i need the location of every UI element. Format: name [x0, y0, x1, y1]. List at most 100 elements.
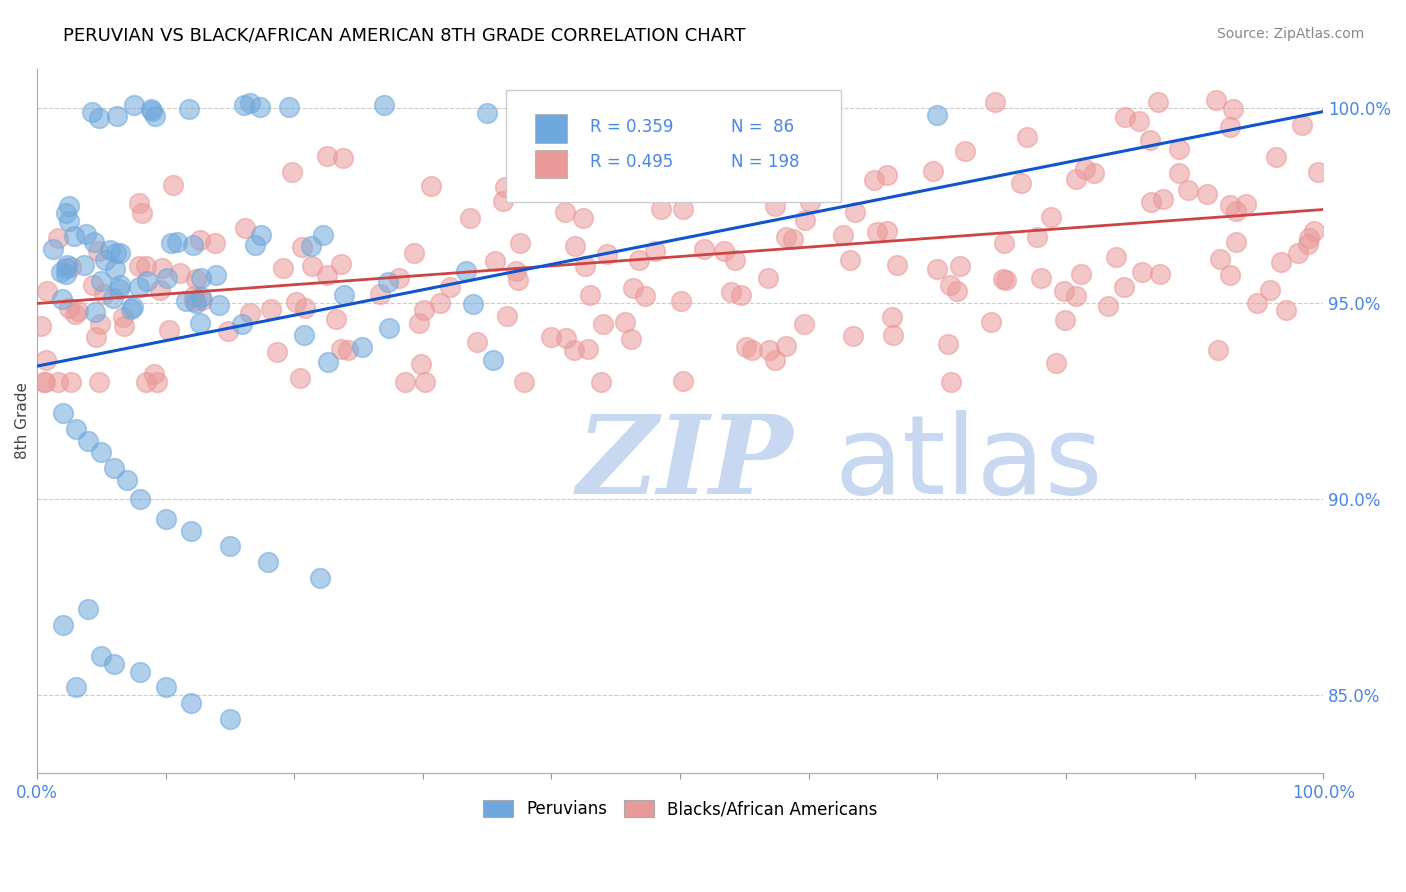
Point [758, 343, 780, 358]
Point [34, 375, 56, 389]
Point [1296, 237, 1319, 252]
Point [52, 617, 75, 632]
Point [669, 294, 692, 309]
Point [991, 272, 1014, 286]
Point [316, 149, 339, 163]
Point [80, 104, 103, 119]
Point [49, 265, 72, 279]
Point [484, 254, 506, 268]
Point [111, 310, 134, 325]
Point [953, 144, 976, 158]
Point [122, 300, 145, 314]
Point [90, 274, 112, 288]
Point [128, 665, 150, 679]
Point [562, 343, 585, 358]
Point [564, 238, 586, 252]
Point [73, 258, 96, 272]
Point [842, 329, 865, 343]
Point [429, 296, 451, 310]
Point [204, 268, 226, 282]
Point [1209, 252, 1232, 267]
Point [143, 368, 166, 382]
Point [46, 231, 69, 245]
Point [162, 178, 184, 193]
Point [578, 288, 600, 302]
Point [730, 288, 752, 302]
Point [177, 102, 200, 116]
Point [58, 199, 80, 213]
Point [794, 213, 817, 227]
Point [128, 196, 150, 211]
Point [32, 375, 55, 389]
Point [146, 375, 169, 389]
Point [65, 680, 87, 694]
Point [59, 260, 82, 274]
Point [844, 205, 866, 219]
Legend: Peruvians, Blacks/African Americans: Peruvians, Blacks/African Americans [477, 794, 884, 825]
Point [291, 240, 314, 254]
Point [876, 168, 898, 182]
Point [181, 238, 204, 252]
Point [208, 298, 231, 312]
Point [413, 375, 436, 389]
Point [83, 235, 105, 250]
Point [644, 130, 666, 145]
Point [886, 258, 908, 272]
Point [51, 292, 73, 306]
Point [250, 227, 273, 242]
Point [377, 275, 399, 289]
Text: atlas: atlas [834, 409, 1102, 516]
Point [941, 375, 963, 389]
Point [55, 261, 77, 276]
Point [316, 355, 339, 369]
Point [775, 339, 797, 353]
Point [309, 571, 332, 585]
Point [481, 352, 503, 367]
Point [1114, 280, 1136, 294]
Point [1219, 197, 1241, 211]
Point [266, 344, 288, 359]
Point [332, 151, 354, 165]
Point [93, 287, 115, 301]
Point [1053, 313, 1076, 327]
Point [993, 235, 1015, 250]
Point [672, 202, 695, 216]
Point [350, 339, 373, 353]
Point [621, 281, 644, 295]
Point [644, 244, 666, 258]
Point [1275, 302, 1298, 317]
Point [186, 271, 208, 285]
Point [35, 285, 58, 299]
Point [492, 194, 515, 208]
Point [980, 315, 1002, 329]
Text: R = 0.359: R = 0.359 [591, 118, 673, 136]
Point [614, 315, 637, 329]
FancyBboxPatch shape [506, 90, 841, 202]
Point [1128, 113, 1150, 128]
Point [1114, 110, 1136, 124]
Point [1206, 343, 1229, 358]
Text: N = 198: N = 198 [731, 153, 800, 171]
Point [1167, 142, 1189, 156]
Point [735, 340, 758, 354]
Point [156, 270, 179, 285]
Point [166, 235, 188, 250]
Point [104, 261, 127, 276]
Point [693, 242, 716, 256]
Point [330, 257, 353, 271]
Point [1105, 250, 1128, 264]
Point [373, 98, 395, 112]
Point [505, 264, 527, 278]
Point [115, 473, 138, 487]
Y-axis label: 8th Grade: 8th Grade [15, 383, 30, 459]
Point [90, 648, 112, 663]
Point [1149, 267, 1171, 281]
Point [110, 278, 132, 293]
Point [831, 228, 853, 243]
Point [1074, 162, 1097, 177]
Point [1246, 296, 1268, 310]
Point [67, 303, 90, 318]
Point [249, 100, 271, 114]
Point [508, 273, 530, 287]
Point [204, 235, 226, 250]
